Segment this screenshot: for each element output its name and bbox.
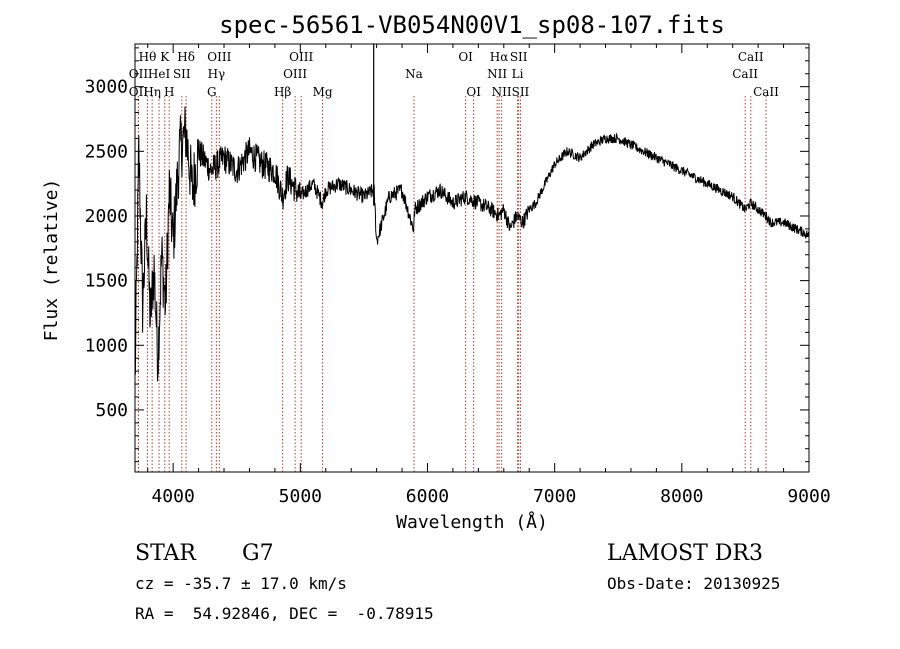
line-label: NII <box>487 67 507 81</box>
line-label: SII <box>512 85 530 99</box>
line-label: K <box>160 50 170 64</box>
x-tick-label: 4000 <box>151 486 194 507</box>
object-class: STAR <box>135 541 197 566</box>
y-axis-label: Flux (relative) <box>41 179 62 342</box>
line-label: OIII <box>283 67 307 81</box>
line-label: Na <box>405 67 423 81</box>
x-tick-label: 9000 <box>787 486 830 507</box>
x-tick-label: 6000 <box>406 486 449 507</box>
line-label: SII <box>510 50 528 64</box>
obs-date-text: Obs-Date: 20130925 <box>607 574 780 593</box>
line-label: OII <box>129 85 149 99</box>
line-label: OI <box>458 50 473 64</box>
line-label: OIII <box>289 50 313 64</box>
y-tick-label: 1500 <box>85 271 128 292</box>
plot-frame <box>134 43 810 473</box>
line-label: SII <box>173 67 191 81</box>
line-label: OIII <box>207 50 231 64</box>
line-label: OI <box>466 85 481 99</box>
line-label: Mg <box>313 85 333 99</box>
line-label: G <box>207 85 217 99</box>
x-tick-label: 5000 <box>279 486 322 507</box>
line-label: Hη <box>143 85 161 99</box>
y-tick-label: 3000 <box>85 77 128 98</box>
line-label: Hθ <box>139 50 157 64</box>
line-label: Hδ <box>177 50 195 64</box>
line-label: Hα <box>490 50 509 64</box>
line-label: CaII <box>753 85 779 99</box>
x-axis-ticks: 4000 5000 6000 7000 8000 9000 <box>147 44 831 507</box>
y-axis-ticks: 500 1000 1500 2000 2500 3000 <box>85 47 809 463</box>
ra-dec-text: RA = 54.92846, DEC = -0.78915 <box>135 604 434 623</box>
info-panel: STAR G7 LAMOST DR3 cz = -35.7 ± 17.0 km/… <box>135 541 780 623</box>
reference-lines-group <box>137 96 767 472</box>
x-axis-label: Wavelength (Å) <box>396 511 548 533</box>
chart-title: spec-56561-VB054N00V1_sp08-107.fits <box>219 11 725 39</box>
line-label: Li <box>512 67 524 81</box>
y-tick-label: 500 <box>95 400 128 421</box>
y-tick-label: 2500 <box>85 141 128 162</box>
line-label: HeI <box>148 67 171 81</box>
object-subclass: G7 <box>242 541 274 566</box>
line-label: CaII <box>732 67 758 81</box>
redshift-text: cz = -35.7 ± 17.0 km/s <box>135 574 347 593</box>
line-label: H <box>164 85 174 99</box>
line-label: NII <box>492 85 512 99</box>
spectrum-line <box>134 106 810 382</box>
y-tick-label: 2000 <box>85 206 128 227</box>
x-tick-label: 8000 <box>660 486 703 507</box>
y-tick-label: 1000 <box>85 335 128 356</box>
line-label: Hγ <box>208 67 226 81</box>
x-tick-label: 7000 <box>533 486 576 507</box>
line-label: Hβ <box>274 85 291 99</box>
line-label: CaII <box>738 50 764 64</box>
spectrum-group <box>134 44 810 382</box>
survey-name: LAMOST DR3 <box>607 541 763 566</box>
